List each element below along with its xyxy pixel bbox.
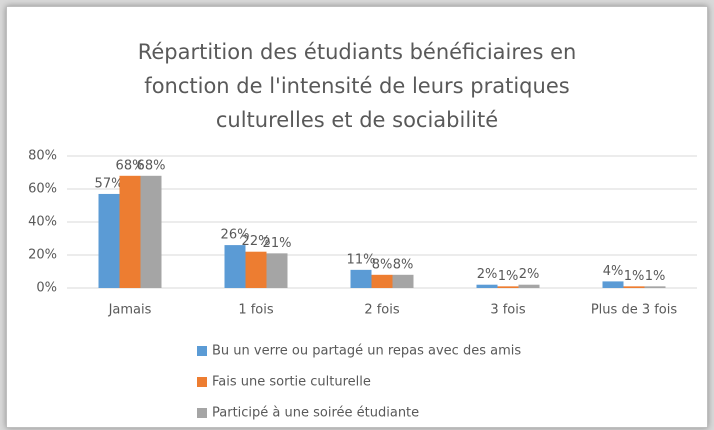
y-tick-label: 40% <box>28 215 57 230</box>
legend-label: Participé à une soirée étudiante <box>212 406 419 421</box>
legend-swatch <box>197 377 207 387</box>
bar <box>350 269 372 288</box>
legend-swatch <box>197 408 207 418</box>
x-tick-label: 2 fois <box>364 303 400 318</box>
legend-swatch <box>197 346 207 356</box>
y-tick-label: 0% <box>36 281 57 296</box>
value-label: 1% <box>624 269 645 284</box>
value-label: 2% <box>519 267 540 282</box>
value-label: 21% <box>263 236 292 251</box>
value-label: 2% <box>477 267 498 282</box>
chart: 0% 20% 40% 60% 80% Jamais 57% 68%68% 1 fois 26%22… <box>28 149 697 421</box>
bar <box>392 274 414 288</box>
x-tick-label: Plus de 3 fois <box>591 303 678 318</box>
bar <box>371 274 393 288</box>
legend-label: Bu un verre ou partagé un repas avec des… <box>212 344 521 359</box>
bar <box>140 175 162 288</box>
y-tick-label: 80% <box>28 149 57 164</box>
value-label: 68% <box>137 158 166 173</box>
value-label: 8% <box>372 257 393 272</box>
x-tick-label: Jamais <box>108 303 152 318</box>
value-label: 11% <box>347 252 376 267</box>
y-tick-label: 20% <box>28 248 57 263</box>
legend-label: Fais une sortie culturelle <box>212 375 371 390</box>
bar <box>119 175 141 288</box>
bar <box>623 286 645 288</box>
y-tick-label: 60% <box>28 182 57 197</box>
x-tick-label: 1 fois <box>238 303 274 318</box>
value-label: 1% <box>645 269 666 284</box>
value-label: 57% <box>95 176 124 191</box>
value-label: 4% <box>603 264 624 279</box>
bar <box>518 284 540 288</box>
bar <box>644 286 666 288</box>
bar <box>602 281 624 288</box>
value-label: 26% <box>221 228 250 243</box>
value-label: 8% <box>393 257 414 272</box>
chart-title: Répartition des étudiants bénéficiaires … <box>137 40 577 132</box>
bar <box>224 245 246 288</box>
x-tick-label: 3 fois <box>490 303 526 318</box>
value-label: 68% <box>116 158 145 173</box>
bar <box>245 251 267 288</box>
chart-frame: Répartition des étudiants bénéficiaires … <box>6 6 708 428</box>
bar <box>98 193 120 288</box>
bar <box>497 286 519 288</box>
value-label: 22% <box>242 234 271 249</box>
value-label: 1% <box>498 269 519 284</box>
bar <box>476 284 498 288</box>
bar <box>266 253 288 288</box>
